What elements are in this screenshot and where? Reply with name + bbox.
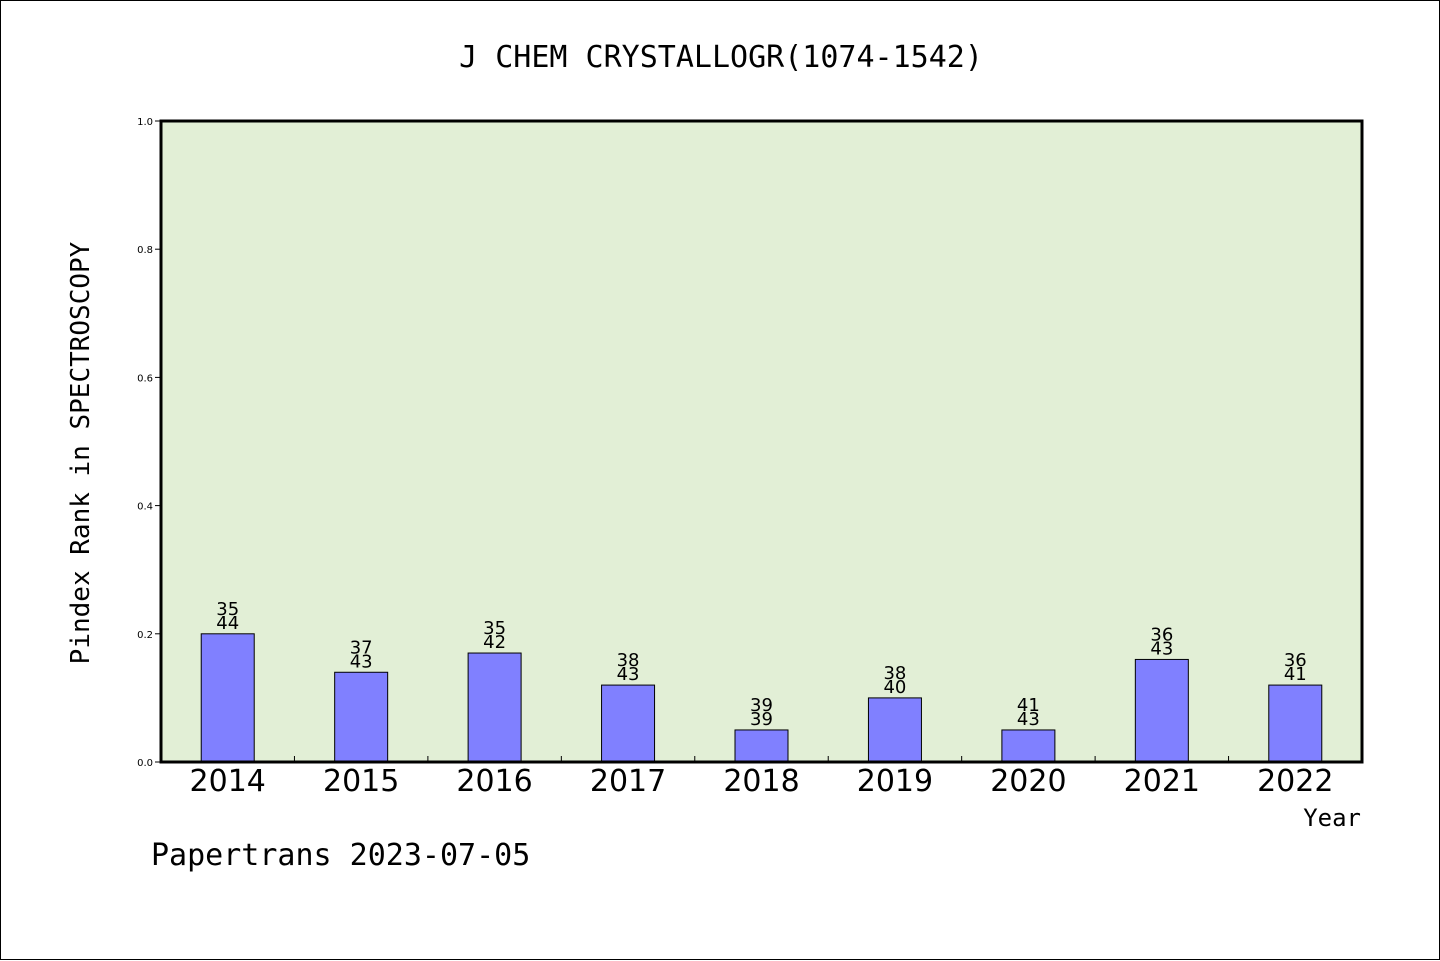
y-tick-label: 0.4 [137,502,153,513]
y-axis-label: Pindex Rank in SPECTROSCOPY [66,241,96,664]
x-tick-label: 2017 [590,764,666,799]
x-axis-label: Year [1303,804,1361,832]
data-label-bottom: 44 [216,613,239,634]
y-tick-label: 0.2 [137,630,153,641]
x-tick-label: 2022 [1257,764,1333,799]
x-axis-ticks: 2014 2015 2016 2017 2018 2019 2020 2021 2022 [190,756,1333,799]
data-label-bottom: 43 [1017,709,1040,730]
data-label-bottom: 41 [1284,664,1307,685]
bar-2015 [334,671,389,763]
x-tick-label: 2019 [857,764,933,799]
bar-2017 [601,684,656,763]
y-axis-ticks: 0.0 0.2 0.4 0.6 0.8 1.0 [137,117,161,769]
bar-2020 [1001,729,1056,763]
y-tick-label: 0.8 [137,245,153,256]
x-tick-label: 2018 [723,764,799,799]
data-label-top: 37 [350,637,373,658]
data-label-top: 38 [883,663,906,684]
bar-2016 [467,652,522,763]
chart-title: J CHEM CRYSTALLOGR(1074-1542) [459,40,983,75]
bar-2022 [1268,684,1323,763]
data-label-top: 38 [617,650,640,671]
x-tick-label: 2020 [990,764,1066,799]
data-label-top: 36 [1150,624,1173,645]
x-tick-label: 2014 [190,764,266,799]
data-label-bottom: 42 [483,632,506,653]
x-tick-label: 2016 [456,764,532,799]
y-tick-label: 0.0 [137,758,153,769]
data-label-top: 36 [1284,650,1307,671]
x-tick-label: 2015 [323,764,399,799]
plot-area [161,121,1362,762]
data-label-top: 39 [750,695,773,716]
data-label-top: 35 [216,599,239,620]
bars [200,633,1323,763]
bar-2014 [200,633,255,763]
data-label-bottom: 40 [883,677,906,698]
y-tick-label: 0.6 [137,373,153,384]
data-label-top: 41 [1017,695,1040,716]
x-tick-label: 2021 [1124,764,1200,799]
data-label-bottom: 39 [750,709,773,730]
data-label-bottom: 43 [1150,638,1173,659]
bar-2019 [867,697,922,763]
bar-2018 [734,729,789,763]
y-tick-label: 1.0 [137,117,153,128]
data-label-bottom: 43 [350,651,373,672]
footer-credit: Papertrans 2023-07-05 [151,838,530,873]
plot-border [159,119,1364,764]
data-label-top: 35 [483,618,506,639]
data-label-bottom: 43 [617,664,640,685]
bar-2021 [1134,658,1189,763]
